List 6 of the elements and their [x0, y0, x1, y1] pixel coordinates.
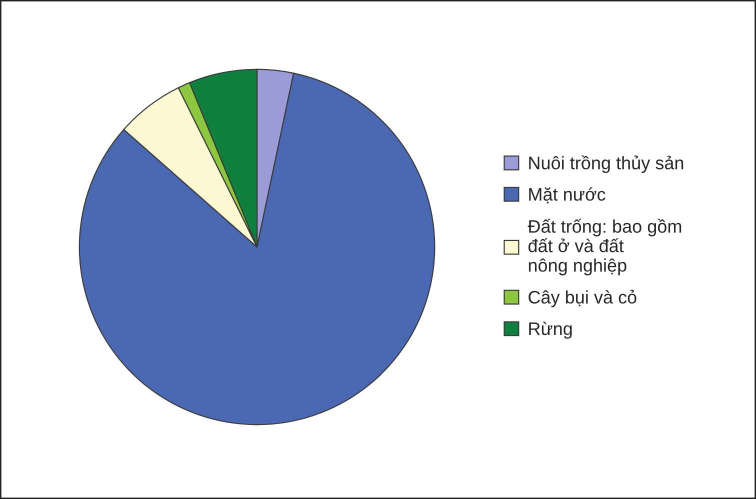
legend-label: Rừng — [529, 322, 572, 339]
legend-label: Đất trống: bao gồm đất ở và đất nông nghiệp — [528, 218, 682, 276]
legend-label: Cây bụi và cỏ — [528, 290, 636, 308]
legend-label: Mặt nước — [529, 187, 606, 204]
legend-label: Nuôi trồng thủy sản — [529, 155, 684, 173]
pie-slice — [78, 72, 436, 426]
